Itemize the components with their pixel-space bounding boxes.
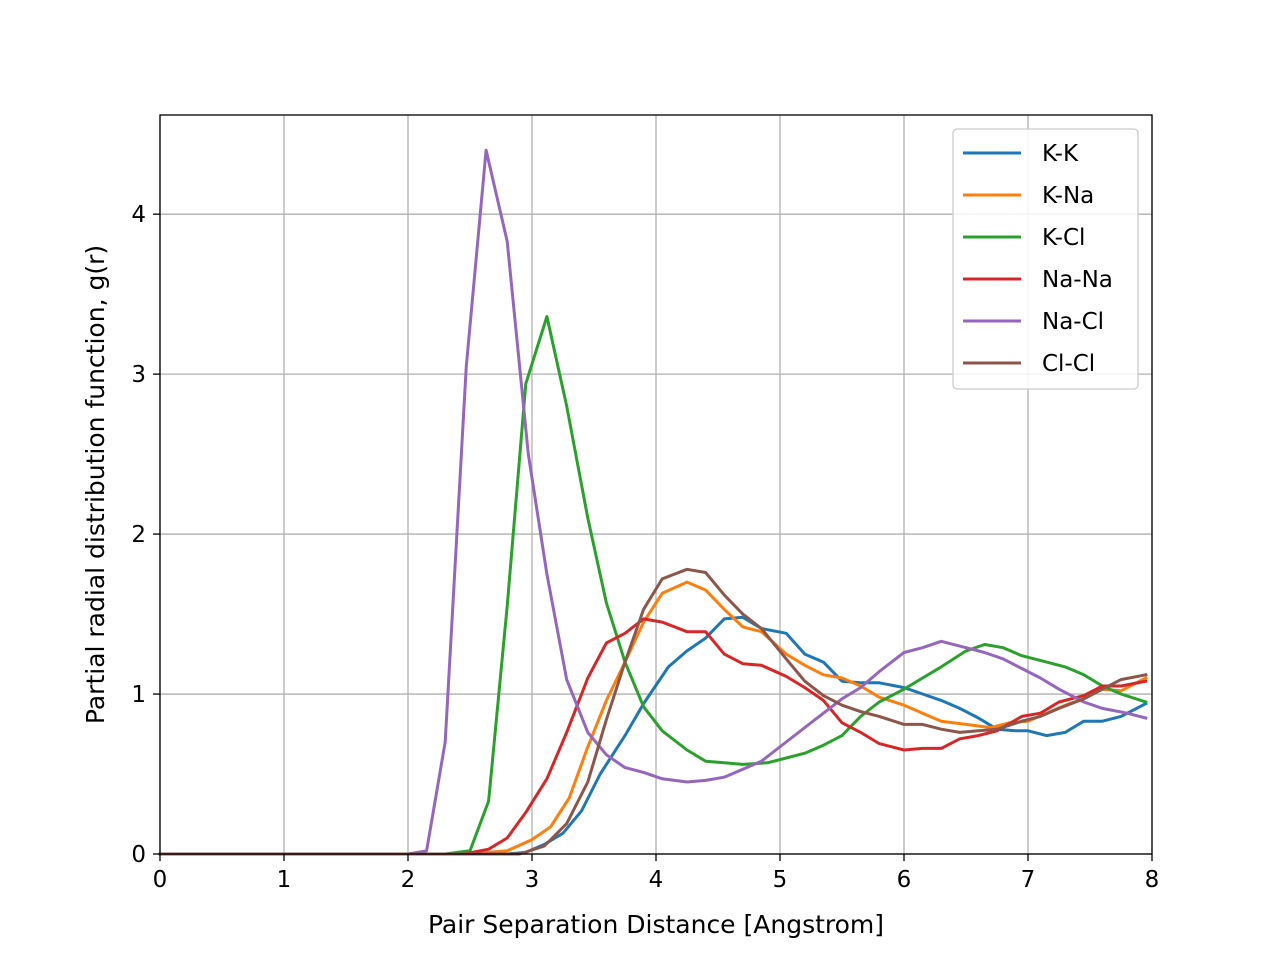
- axis-ticks: 0 1 2 3 4 5 6 7 8 0 1 2 3 4: [131, 202, 1159, 893]
- x-tick-label: 5: [773, 867, 788, 893]
- y-tick-label: 0: [131, 842, 146, 868]
- legend-label: Cl-Cl: [1042, 351, 1095, 377]
- legend-box: [952, 128, 1139, 390]
- legend-label: K-K: [1042, 141, 1079, 167]
- series-line-cl-cl: [158, 567, 1148, 856]
- x-tick-label: 4: [649, 867, 664, 893]
- x-tick-label: 8: [1145, 867, 1160, 893]
- y-axis-label: Partial radial distribution function, g(…: [81, 245, 110, 724]
- legend-label: Na-Cl: [1042, 309, 1104, 335]
- series-line-na-na: [158, 617, 1148, 856]
- legend-label: Na-Na: [1042, 267, 1113, 293]
- x-tick-label: 6: [897, 867, 912, 893]
- y-tick-label: 1: [131, 682, 146, 708]
- series-line-k-k: [158, 615, 1148, 856]
- x-tick-label: 1: [277, 867, 292, 893]
- x-axis-label: Pair Separation Distance [Angstrom]: [428, 910, 884, 939]
- series-lines: [158, 148, 1148, 856]
- x-tick-label: 2: [401, 867, 416, 893]
- y-tick-label: 2: [131, 522, 146, 548]
- series-line-k-cl: [158, 315, 1148, 856]
- y-tick-label: 3: [131, 362, 146, 388]
- x-tick-label: 7: [1021, 867, 1036, 893]
- series-line-na-cl: [158, 148, 1148, 856]
- x-tick-label: 3: [525, 867, 540, 893]
- y-tick-label: 4: [131, 202, 146, 228]
- legend-label: K-Cl: [1042, 225, 1085, 251]
- legend-label: K-Na: [1042, 183, 1094, 209]
- legend: K-K K-Na K-Cl Na-Na Na-Cl Cl-Cl: [952, 128, 1139, 390]
- x-tick-label: 0: [153, 867, 168, 893]
